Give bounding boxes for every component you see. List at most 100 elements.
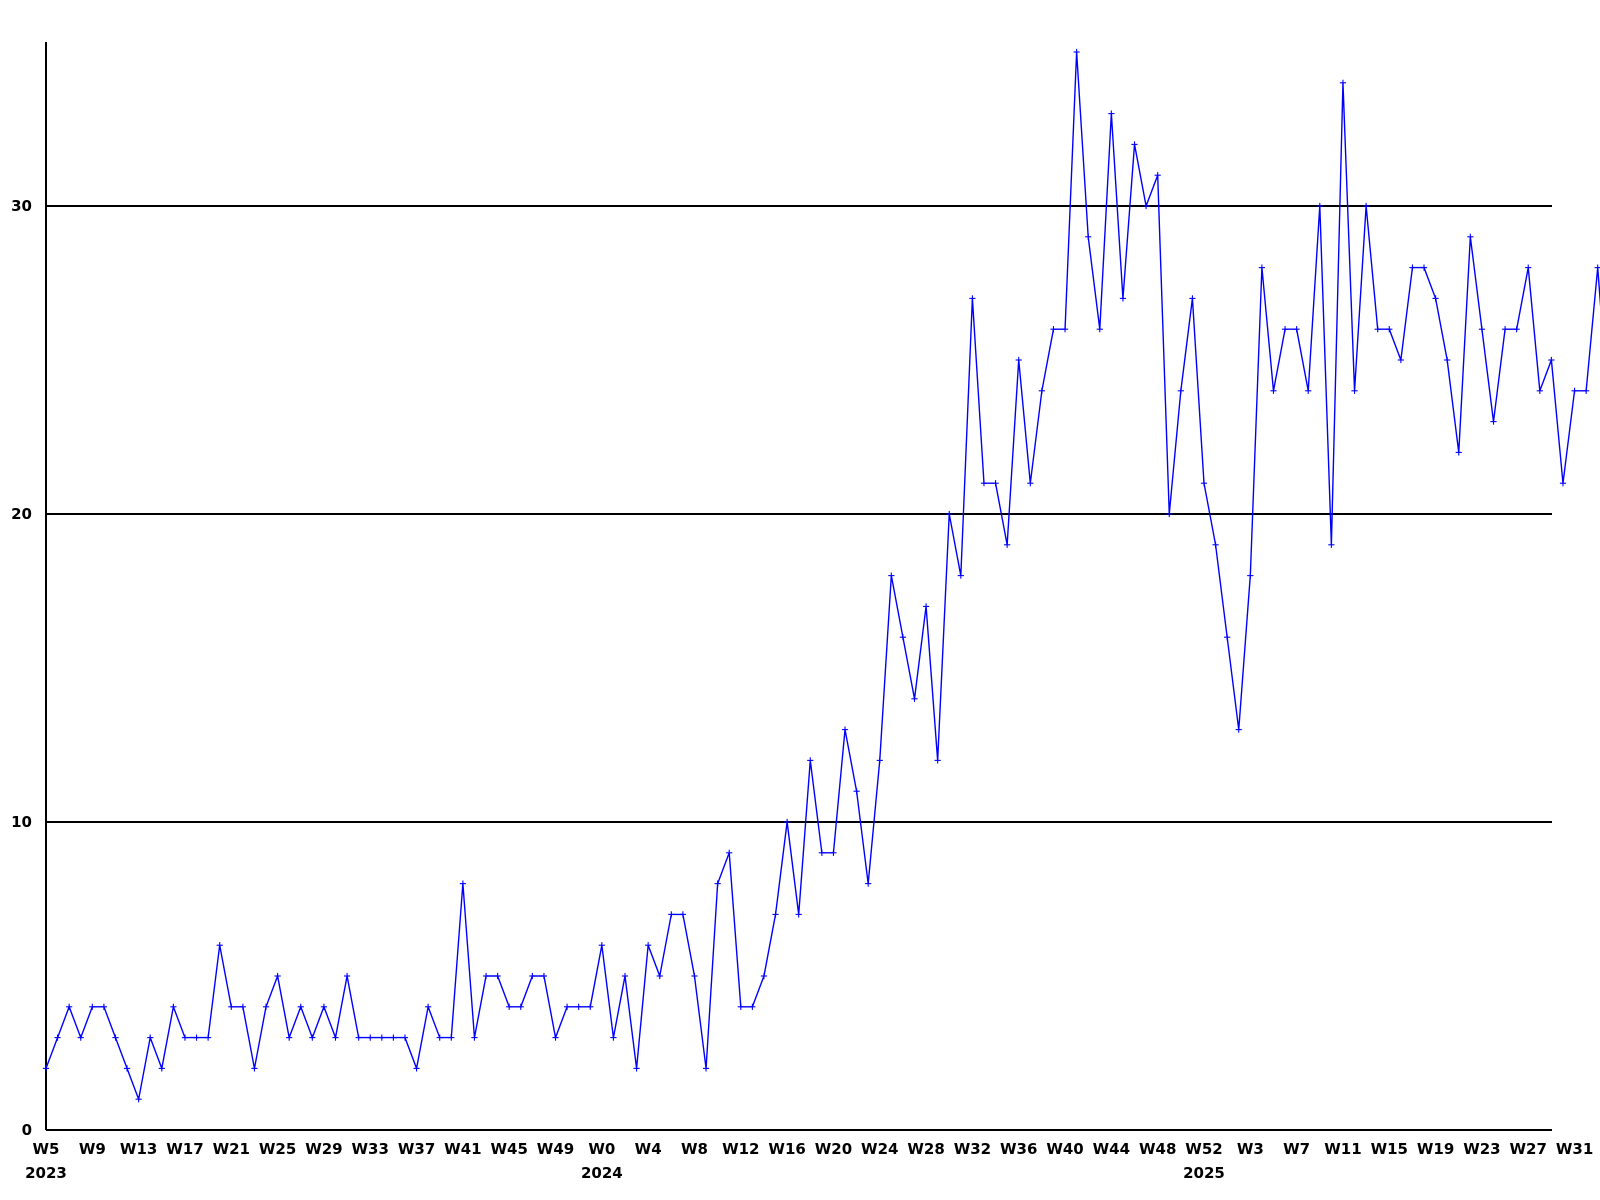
- data-point: [853, 788, 860, 795]
- x-tick-W49: W49: [537, 1140, 574, 1158]
- data-point: [1166, 510, 1173, 518]
- x-tick-W7: W7: [1283, 1140, 1310, 1158]
- data-point: [66, 1003, 73, 1010]
- x-tick-W36: W36: [1000, 1140, 1037, 1158]
- data-point: [1073, 48, 1080, 56]
- data-point: [401, 1034, 409, 1041]
- data-point: [1038, 387, 1045, 394]
- data-point: [691, 972, 698, 980]
- data-point: [54, 1034, 61, 1041]
- data-point: [1501, 326, 1509, 333]
- data-point: [1270, 387, 1277, 394]
- data-point: [147, 1034, 154, 1041]
- data-point: [367, 1034, 374, 1041]
- data-point: [181, 1034, 189, 1041]
- data-point: [100, 1003, 107, 1010]
- data-point: [807, 757, 814, 764]
- data-point: [1455, 449, 1462, 456]
- data-point: [89, 1003, 96, 1010]
- data-point: [1108, 110, 1115, 117]
- x-tick-W15: W15: [1371, 1140, 1408, 1158]
- data-point: [471, 1034, 478, 1041]
- data-point: [749, 1003, 756, 1010]
- data-point: [228, 1003, 235, 1010]
- x-tick-W19: W19: [1417, 1140, 1454, 1158]
- data-point: [957, 572, 964, 579]
- data-point: [239, 1003, 246, 1010]
- data-point: [1119, 295, 1127, 302]
- data-point: [1328, 541, 1335, 548]
- x-tick-W5: W5: [33, 1140, 60, 1158]
- data-point: [1420, 264, 1428, 271]
- data-point: [1444, 356, 1451, 364]
- data-point: [42, 1065, 50, 1072]
- y-tick-0: 0: [22, 1121, 32, 1139]
- markers-group: [42, 48, 1600, 1103]
- x-tick-W41: W41: [444, 1140, 481, 1158]
- data-point: [343, 972, 351, 980]
- data-point: [1594, 264, 1600, 271]
- data-point: [216, 942, 223, 949]
- data-point: [1177, 387, 1184, 394]
- data-point: [378, 1034, 385, 1041]
- x-tick-W23: W23: [1463, 1140, 1500, 1158]
- year-label-2025: 2025: [1183, 1164, 1225, 1182]
- year-label-2023: 2023: [25, 1164, 67, 1182]
- data-point: [459, 880, 466, 887]
- x-tick-W0: W0: [588, 1140, 615, 1158]
- data-point: [1027, 480, 1034, 487]
- data-point: [262, 1003, 270, 1010]
- x-tick-W24: W24: [861, 1140, 898, 1158]
- data-point: [1189, 295, 1196, 302]
- data-point: [1432, 295, 1439, 302]
- data-point: [598, 942, 605, 949]
- data-point: [1478, 326, 1486, 333]
- x-tick-W17: W17: [166, 1140, 203, 1158]
- data-point: [1339, 79, 1347, 86]
- data-point: [888, 572, 895, 579]
- data-point: [899, 634, 907, 641]
- x-tick-W3: W3: [1237, 1140, 1264, 1158]
- x-tick-W45: W45: [490, 1140, 527, 1158]
- data-point: [552, 1034, 559, 1041]
- data-point: [818, 849, 825, 856]
- data-point: [656, 972, 663, 980]
- x-tick-W11: W11: [1324, 1140, 1361, 1158]
- data-point: [1143, 202, 1150, 210]
- data-point: [1085, 233, 1092, 240]
- data-point: [1397, 356, 1404, 364]
- data-point: [1351, 387, 1358, 394]
- data-point: [876, 757, 883, 764]
- series-group: [45, 51, 1600, 1102]
- data-point: [795, 911, 802, 918]
- data-point: [645, 942, 652, 949]
- data-point: [760, 972, 768, 980]
- data-point: [1536, 387, 1543, 394]
- y-tick-20: 20: [11, 505, 32, 523]
- data-point: [841, 726, 849, 733]
- data-point: [1200, 480, 1208, 487]
- year-labels-group: 2023 2024 2025: [25, 1164, 1225, 1182]
- data-point: [1212, 541, 1219, 548]
- data-point: [575, 1003, 582, 1010]
- data-point: [1386, 326, 1393, 333]
- x-tick-W40: W40: [1046, 1140, 1083, 1158]
- data-point: [413, 1065, 420, 1072]
- data-point: [564, 1003, 571, 1010]
- data-point: [633, 1065, 640, 1072]
- data-point: [506, 1003, 513, 1010]
- data-point: [205, 1034, 212, 1041]
- x-tick-W52: W52: [1185, 1140, 1222, 1158]
- y-tick-30: 30: [11, 197, 32, 215]
- data-point: [934, 757, 941, 764]
- data-point: [1571, 387, 1578, 394]
- data-point: [865, 880, 872, 887]
- data-point: [529, 972, 536, 980]
- data-point: [702, 1065, 710, 1072]
- data-point: [830, 849, 837, 856]
- data-point: [992, 480, 999, 487]
- data-point: [784, 818, 791, 826]
- data-point: [946, 510, 953, 518]
